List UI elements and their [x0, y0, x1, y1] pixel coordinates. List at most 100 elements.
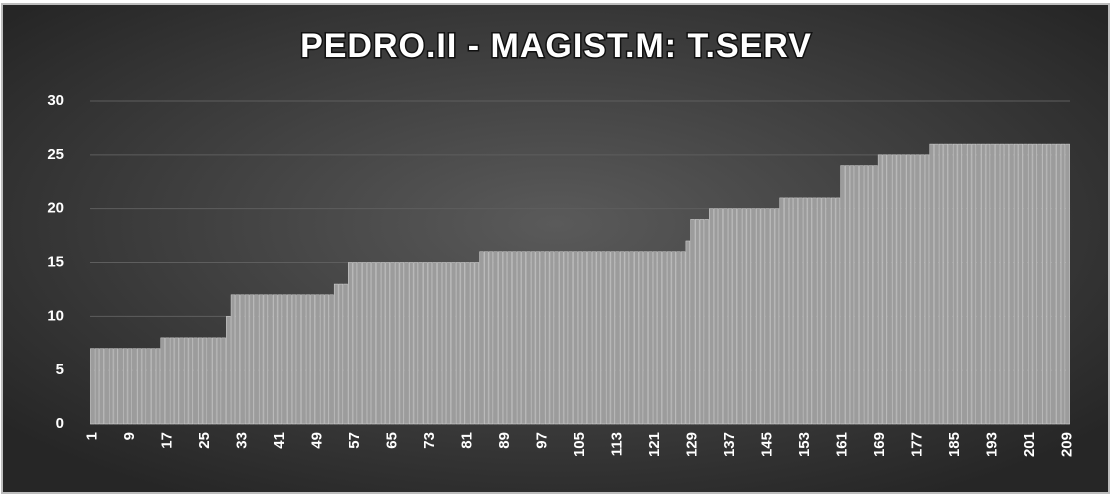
bar [371, 262, 376, 425]
bar [1065, 143, 1070, 425]
bar [662, 251, 667, 425]
bar [685, 240, 691, 425]
bar [408, 262, 414, 425]
x-tick-label: 161 [834, 432, 851, 457]
bar [324, 294, 330, 425]
bar [680, 251, 686, 425]
x-tick-label: 65 [383, 432, 400, 449]
bar [502, 251, 508, 425]
bar [549, 251, 555, 425]
bar [830, 197, 836, 425]
bar [816, 197, 822, 425]
bar [854, 165, 859, 425]
bar [169, 337, 175, 425]
bar [601, 251, 606, 425]
x-tick-label: 57 [346, 432, 363, 449]
bar [723, 208, 728, 425]
bar [868, 165, 873, 425]
x-tick-label: 33 [233, 432, 250, 449]
bar [798, 197, 803, 425]
bar [418, 262, 423, 425]
bar [507, 251, 512, 425]
bar [634, 251, 639, 425]
bar [385, 262, 390, 425]
x-tick-label: 201 [1021, 432, 1038, 457]
bar [179, 337, 184, 425]
bar [165, 337, 170, 425]
bar [183, 337, 189, 425]
bar [793, 197, 798, 425]
bar [230, 294, 236, 425]
bar [929, 143, 934, 425]
bar [877, 154, 883, 425]
bar [732, 208, 737, 425]
bar [94, 348, 100, 425]
bar [981, 143, 986, 425]
bar [390, 262, 395, 425]
bar [474, 262, 480, 425]
bar [704, 219, 709, 425]
bar [432, 262, 437, 425]
x-tick-label: 137 [721, 432, 738, 457]
bar [568, 251, 573, 425]
bar [263, 294, 269, 425]
x-tick-label: 209 [1059, 432, 1076, 457]
bar [277, 294, 283, 425]
bar [840, 165, 845, 425]
bar [849, 165, 855, 425]
x-tick-label: 105 [571, 432, 588, 457]
bar [484, 251, 489, 425]
bar [282, 294, 287, 425]
bar [516, 251, 522, 425]
bar [404, 262, 409, 425]
bar [741, 208, 747, 425]
bar [301, 294, 306, 425]
bar [891, 154, 897, 425]
bar [619, 251, 625, 425]
bar [108, 348, 114, 425]
y-tick-label: 5 [56, 361, 64, 378]
bar [479, 251, 484, 425]
x-tick-label: 41 [271, 432, 288, 449]
x-tick-label: 73 [421, 432, 438, 449]
bar [104, 348, 109, 425]
bar [615, 251, 620, 425]
y-tick-label: 20 [47, 200, 64, 217]
bar [113, 348, 119, 425]
bar [446, 262, 451, 425]
x-tick-label: 177 [909, 432, 926, 457]
bar [746, 208, 752, 425]
bar [1018, 143, 1023, 425]
bar [343, 283, 348, 425]
bar [559, 251, 564, 425]
bar [254, 294, 259, 425]
bar [807, 197, 812, 425]
bar [882, 154, 888, 425]
bar [315, 294, 320, 425]
bar [577, 251, 583, 425]
bar [197, 337, 203, 425]
bar [563, 251, 569, 425]
y-tick-label: 0 [56, 415, 64, 432]
bar [788, 197, 794, 425]
bar [338, 283, 344, 425]
bar [835, 197, 841, 425]
bar [99, 348, 104, 425]
bar [207, 337, 212, 425]
bar [652, 251, 658, 425]
bar [629, 251, 634, 425]
bar [235, 294, 240, 425]
bar [976, 143, 981, 425]
bar [240, 294, 245, 425]
bar [910, 154, 916, 425]
y-tick-label: 25 [47, 146, 64, 163]
bar [755, 208, 761, 425]
bar [999, 143, 1005, 425]
bar [582, 251, 587, 425]
bar [727, 208, 733, 425]
bar [141, 348, 147, 425]
bar [990, 143, 995, 425]
x-tick-label: 169 [871, 432, 888, 457]
bar [488, 251, 494, 425]
bar [906, 154, 911, 425]
